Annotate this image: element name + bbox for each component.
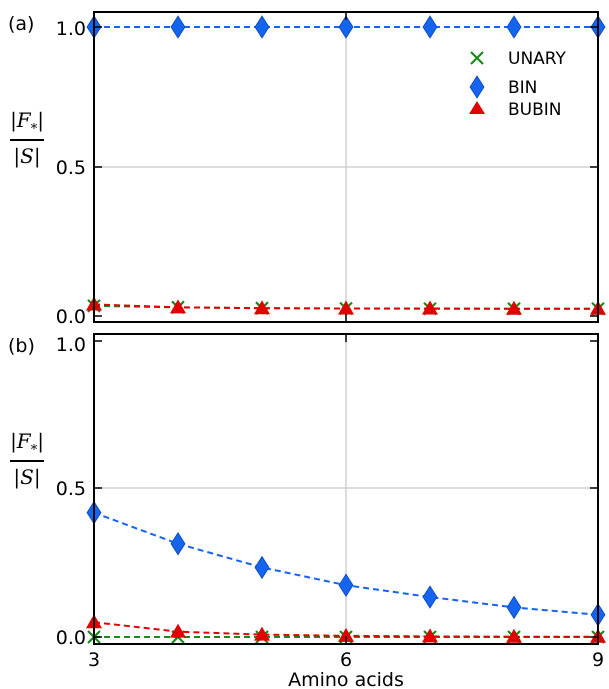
legend-label-unary: UNARY [508, 49, 567, 69]
panel-a-ylabel-numerator: |F*| [10, 108, 44, 137]
panel-a-data-point-bin [338, 15, 354, 39]
panel-b-data-point-bubin [422, 628, 438, 643]
panel-b-data-point-bin [506, 595, 522, 620]
panel-a-ytick-label: 0.0 [56, 306, 86, 328]
panel-a-data-point-bubin [506, 300, 522, 315]
panel-a-label: (a) [8, 13, 34, 35]
legend-item-bin: BIN [469, 75, 537, 99]
panel-b-data-point-bin [170, 532, 186, 556]
panel-a-data-point-bubin [338, 300, 354, 315]
legend-marker-x [470, 51, 484, 65]
panel-a-data-point-bubin [422, 300, 438, 315]
panel-b-data-point-bin [254, 555, 270, 580]
panel-b-label: (b) [8, 335, 35, 357]
panel-a-y-axis-label: |F*| |S| [10, 108, 44, 169]
panel-b-data-point-bin [422, 585, 438, 609]
legend-item-bubin: BUBIN [469, 100, 562, 120]
legend-marker-triangle [469, 101, 485, 114]
panel-a: (a) 1.0 0.5 0.0 |F*| |S| UNARY BIN BUBIN [8, 11, 606, 328]
panel-a-ytick-label: 0.5 [56, 157, 86, 179]
legend: UNARY BIN BUBIN [469, 49, 567, 120]
panel-b-ylabel-denominator: |S| [13, 465, 40, 490]
legend-item-unary: UNARY [470, 49, 567, 69]
panel-b-xtick-label: 3 [88, 649, 100, 671]
panel-a-data-point-bubin [170, 299, 186, 314]
panel-a-series-layer [86, 15, 606, 316]
panel-a-data-point-bin [422, 15, 438, 39]
panel-b-y-axis-label: |F*| |S| [10, 429, 44, 490]
panel-a-ytick-label: 1.0 [56, 18, 86, 40]
panel-b-data-point-bubin [254, 626, 270, 641]
panel-b-xtick-label: 9 [592, 649, 604, 671]
panel-a-data-point-bin [506, 15, 522, 39]
legend-marker-diamond [469, 75, 485, 99]
panel-b-xtick-label: 6 [340, 649, 352, 671]
panel-a-data-point-bin [170, 15, 186, 39]
panel-a-data-point-bin [254, 15, 270, 39]
panel-a-data-point-bubin [254, 300, 270, 315]
panel-b: (b) 1.0 0.5 0.0 3 6 9 Amino acids |F*| |… [8, 333, 606, 689]
panel-b-data-point-bubin [338, 627, 354, 642]
legend-label-bin: BIN [508, 78, 537, 98]
legend-label-bubin: BUBIN [508, 100, 562, 120]
panel-b-ylabel-numerator: |F*| [10, 429, 44, 458]
panel-b-ytick-label: 0.0 [56, 627, 86, 649]
panel-b-ytick-label: 0.5 [56, 478, 86, 500]
panel-b-ytick-label: 1.0 [56, 334, 86, 356]
x-axis-label: Amino acids [288, 669, 404, 689]
panel-b-data-point-bubin [170, 623, 186, 638]
panel-b-data-point-bubin [506, 628, 522, 643]
panel-a-ylabel-denominator: |S| [13, 144, 40, 169]
panel-b-data-point-bin [338, 573, 354, 597]
